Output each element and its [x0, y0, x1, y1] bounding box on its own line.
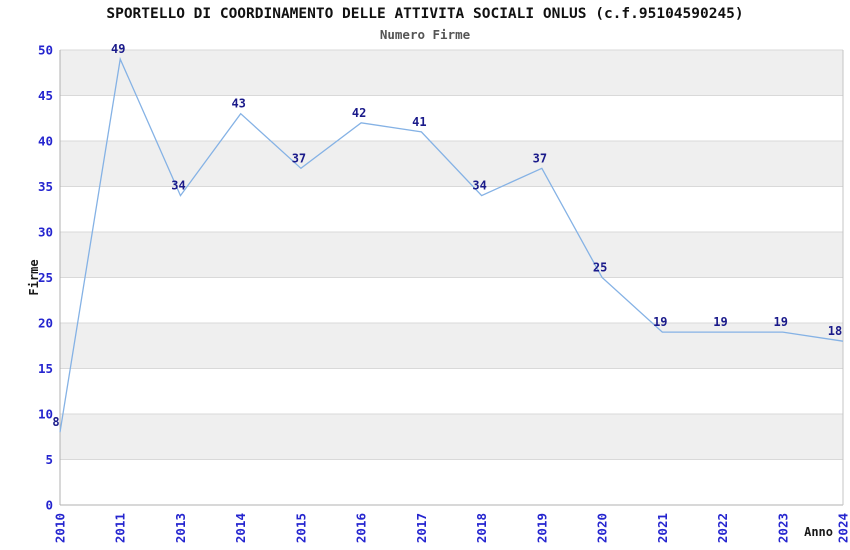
- x-tick-label: 2021: [655, 513, 670, 543]
- y-axis-tick-labels: 0 5 10 15 20 25 30 35 40 45 50: [38, 43, 53, 513]
- x-tick-label: 2024: [836, 513, 850, 543]
- data-point-label: 37: [292, 151, 306, 165]
- y-tick-label: 15: [38, 361, 53, 376]
- data-point-label: 41: [412, 115, 426, 129]
- x-tick-label: 2020: [595, 513, 610, 543]
- data-point-label: 34: [171, 179, 185, 193]
- y-tick-label: 30: [38, 225, 53, 240]
- x-tick-label: 2011: [113, 513, 128, 543]
- x-tick-label: 2010: [53, 513, 68, 543]
- x-tick-label: 2018: [474, 513, 489, 543]
- plot-band: [60, 414, 843, 460]
- plot-band: [60, 232, 843, 278]
- plot-band: [60, 50, 843, 96]
- data-point-label: 42: [352, 106, 366, 120]
- x-tick-label: 2019: [534, 513, 549, 543]
- y-tick-label: 35: [38, 179, 53, 194]
- x-tick-label: 2014: [233, 513, 248, 543]
- chart-title: SPORTELLO DI COORDINAMENTO DELLE ATTIVIT…: [106, 6, 744, 22]
- data-point-label: 18: [828, 324, 842, 338]
- plot-band: [60, 323, 843, 369]
- data-point-label: 19: [653, 315, 667, 329]
- y-axis-title: Firme: [27, 259, 41, 295]
- plot-bands: [60, 50, 843, 460]
- y-tick-label: 5: [45, 452, 53, 467]
- data-point-label: 49: [111, 42, 125, 56]
- series-line: [59, 56, 844, 433]
- x-tick-label: 2016: [354, 513, 369, 543]
- data-point-label: 19: [774, 315, 788, 329]
- y-tick-label: 20: [38, 316, 53, 331]
- x-tick-label: 2013: [173, 513, 188, 543]
- data-point-label: 43: [231, 97, 245, 111]
- y-tick-label: 0: [45, 498, 53, 513]
- grid-lines: [60, 49, 843, 460]
- data-point-label: 8: [52, 415, 59, 429]
- x-tick-label: 2022: [715, 513, 730, 543]
- data-point-label: 37: [533, 151, 547, 165]
- x-axis-tick-labels: 2010 2011 2013 2014 2015 2016 2017 2018 2019 2020…: [53, 513, 850, 543]
- y-tick-label: 25: [38, 270, 53, 285]
- x-tick-label: 2015: [293, 513, 308, 543]
- data-point-label: 25: [593, 261, 607, 275]
- data-point-label: 19: [713, 315, 727, 329]
- x-axis-title: Anno: [804, 525, 833, 539]
- data-point-label: 34: [472, 179, 486, 193]
- y-tick-label: 40: [38, 134, 53, 149]
- y-tick-label: 10: [38, 407, 53, 422]
- y-tick-label: 50: [38, 43, 53, 58]
- x-tick-label: 2023: [775, 513, 790, 543]
- point-labels: 8 49 34 43 37 42 41 34 37 25 19 19 19 18: [52, 42, 842, 429]
- chart-subtitle: Numero Firme: [379, 27, 471, 42]
- x-tick-label: 2017: [414, 513, 429, 543]
- y-tick-label: 45: [38, 88, 53, 103]
